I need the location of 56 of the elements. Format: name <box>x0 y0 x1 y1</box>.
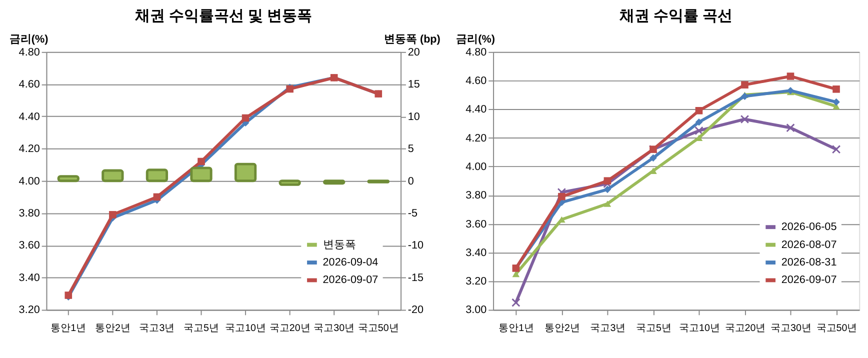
chart-title: 채권 수익률곡선 및 변동폭 <box>134 8 312 24</box>
y2-tick-label: -20 <box>408 304 424 316</box>
legend-label: 2026-09-07 <box>322 274 378 286</box>
y-tick-label: 4.80 <box>18 46 40 58</box>
y2-tick-label: 0 <box>408 175 414 188</box>
y-tick-label: 3.80 <box>18 208 40 220</box>
y-tick-label: 3.40 <box>18 272 40 284</box>
x-tick-label: 국고3년 <box>139 322 175 334</box>
y-tick-label: 4.80 <box>466 46 487 58</box>
y2-tick-label: -5 <box>408 208 418 220</box>
y-axis-title: 금리(%) <box>9 34 49 46</box>
legend-label: 2026-06-05 <box>781 221 837 234</box>
x-tick-label: 국고20년 <box>269 322 310 334</box>
legend-label: 2026-09-04 <box>322 256 378 268</box>
y-axis-title: 금리(%) <box>456 34 496 46</box>
x-tick-label: 국고50년 <box>816 322 858 334</box>
x-tick-label: 통안2년 <box>544 322 580 334</box>
y2-tick-label: 10 <box>408 110 420 123</box>
x-tick-label: 국고30년 <box>314 322 355 334</box>
y-tick-label: 4.20 <box>466 132 487 144</box>
y2-tick-label: 15 <box>408 78 420 91</box>
x-tick-label: 국고10년 <box>679 322 720 334</box>
y-tick-label: 4.20 <box>18 143 40 156</box>
x-tick-label: 통안2년 <box>94 322 130 334</box>
y-tick-label: 4.40 <box>466 104 487 116</box>
x-tick-label: 통안1년 <box>50 322 86 334</box>
legend-label: 2026-09-07 <box>781 274 837 286</box>
y-tick-label: 3.20 <box>18 304 40 316</box>
y-tick-label: 4.40 <box>18 110 40 123</box>
y-tick-label: 3.60 <box>18 240 40 252</box>
x-tick-label: 국고5년 <box>636 322 672 334</box>
y-tick-label: 4.00 <box>466 160 487 173</box>
y2-axis-title: 변동폭 (bp) <box>384 34 441 46</box>
y-tick-label: 3.60 <box>466 218 487 230</box>
y-tick-label: 3.00 <box>466 304 487 316</box>
x-tick-label: 국고10년 <box>225 322 266 334</box>
y-tick-label: 4.60 <box>18 78 40 91</box>
x-tick-label: 국고50년 <box>358 322 399 334</box>
x-tick-label: 통안1년 <box>498 322 534 334</box>
x-tick-label: 국고20년 <box>724 322 766 334</box>
y2-tick-label: -10 <box>408 240 424 252</box>
x-tick-label: 국고3년 <box>590 322 626 334</box>
y2-tick-label: 20 <box>408 46 420 58</box>
y-tick-label: 4.60 <box>466 75 487 88</box>
legend-label: 변동폭 <box>322 238 356 251</box>
y-tick-label: 4.00 <box>18 175 40 188</box>
y-tick-label: 3.20 <box>466 276 487 288</box>
y-tick-label: 3.40 <box>466 246 487 259</box>
x-tick-label: 국고30년 <box>770 322 812 334</box>
y2-tick-label: -15 <box>408 272 424 284</box>
y2-tick-label: 5 <box>408 143 414 156</box>
legend-label: 2026-08-31 <box>781 256 837 268</box>
x-tick-label: 국고5년 <box>184 322 219 334</box>
y-tick-label: 3.80 <box>466 190 487 202</box>
legend-label: 2026-08-07 <box>781 238 837 251</box>
chart-title: 채권 수익률 곡선 <box>618 8 733 24</box>
